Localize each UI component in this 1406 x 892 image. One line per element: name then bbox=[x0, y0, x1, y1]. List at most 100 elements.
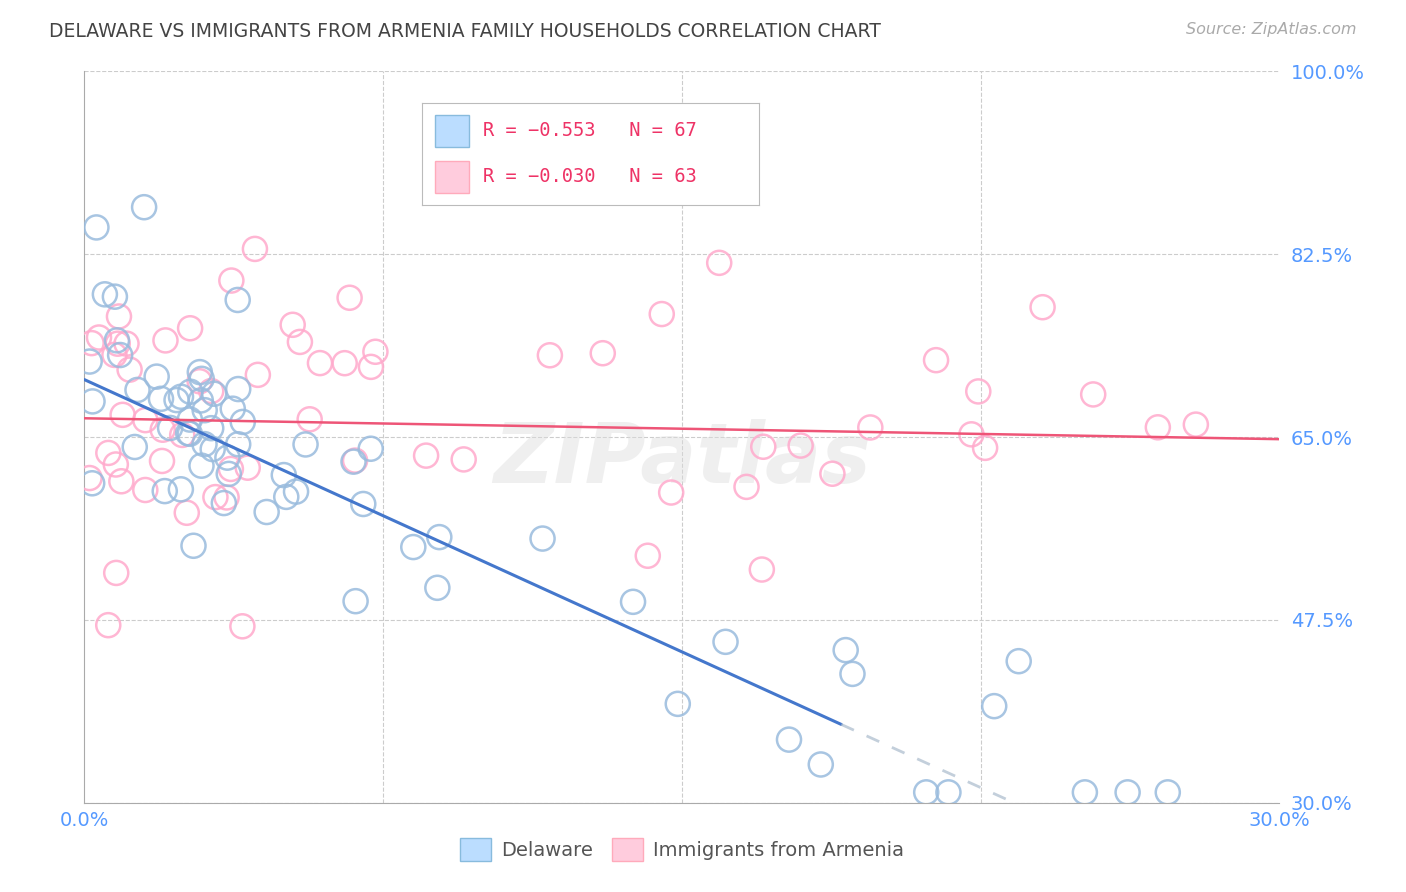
Point bbox=[344, 453, 367, 467]
Point bbox=[200, 384, 222, 398]
Point bbox=[1147, 420, 1170, 434]
Point bbox=[841, 666, 863, 681]
Point bbox=[145, 369, 167, 384]
Point bbox=[246, 368, 269, 382]
Point bbox=[179, 426, 201, 441]
Point bbox=[256, 505, 278, 519]
Point bbox=[402, 540, 425, 554]
Point bbox=[86, 220, 108, 235]
Point bbox=[236, 460, 259, 475]
Point bbox=[190, 393, 212, 408]
Point bbox=[188, 365, 211, 379]
Point bbox=[538, 348, 561, 362]
Point bbox=[651, 307, 673, 321]
Text: R = −0.553   N = 67: R = −0.553 N = 67 bbox=[482, 121, 696, 140]
Point bbox=[659, 485, 682, 500]
Text: ZIPatlas: ZIPatlas bbox=[494, 418, 870, 500]
Point bbox=[215, 491, 238, 505]
Point bbox=[231, 619, 253, 633]
Point bbox=[201, 442, 224, 456]
Point bbox=[960, 427, 983, 442]
Point bbox=[118, 362, 141, 376]
Point bbox=[751, 562, 773, 576]
Point bbox=[193, 437, 215, 451]
Point bbox=[108, 310, 131, 324]
Point bbox=[1185, 417, 1208, 432]
Point bbox=[150, 392, 173, 406]
Point bbox=[709, 256, 731, 270]
Point bbox=[159, 421, 181, 435]
Text: DELAWARE VS IMMIGRANTS FROM ARMENIA FAMILY HOUSEHOLDS CORRELATION CHART: DELAWARE VS IMMIGRANTS FROM ARMENIA FAMI… bbox=[49, 22, 882, 41]
Point bbox=[298, 412, 321, 426]
Point bbox=[778, 732, 800, 747]
Point bbox=[183, 539, 205, 553]
Point bbox=[1008, 654, 1031, 668]
Point bbox=[714, 635, 737, 649]
Point bbox=[821, 467, 844, 481]
Point bbox=[221, 274, 243, 288]
Point bbox=[352, 497, 374, 511]
Point bbox=[752, 440, 775, 454]
Point bbox=[309, 356, 332, 370]
Point bbox=[153, 484, 176, 499]
Point bbox=[179, 321, 201, 335]
Point bbox=[179, 384, 201, 399]
Point bbox=[150, 454, 173, 468]
Point bbox=[1074, 785, 1097, 799]
Point bbox=[134, 413, 156, 427]
Point bbox=[735, 480, 758, 494]
Point bbox=[103, 348, 125, 362]
Point bbox=[938, 785, 960, 799]
Point bbox=[176, 506, 198, 520]
Point bbox=[333, 356, 356, 370]
Point bbox=[222, 401, 245, 416]
Point bbox=[281, 318, 304, 332]
Point bbox=[194, 403, 217, 417]
Point bbox=[212, 496, 235, 510]
Point bbox=[426, 581, 449, 595]
Point bbox=[364, 344, 387, 359]
Point bbox=[104, 458, 127, 472]
Point bbox=[453, 452, 475, 467]
Point bbox=[983, 699, 1005, 714]
Point bbox=[79, 354, 101, 368]
Point bbox=[105, 566, 128, 580]
Point bbox=[218, 467, 240, 481]
Point bbox=[226, 437, 249, 451]
Point bbox=[531, 532, 554, 546]
Point bbox=[294, 437, 316, 451]
Point bbox=[127, 383, 149, 397]
Point bbox=[82, 394, 104, 409]
Point bbox=[166, 393, 188, 408]
Bar bbox=[436, 115, 470, 146]
Point bbox=[1116, 785, 1139, 799]
Point bbox=[110, 475, 132, 489]
Point bbox=[104, 290, 127, 304]
Point bbox=[108, 348, 131, 362]
Point bbox=[226, 293, 249, 307]
Point bbox=[273, 468, 295, 483]
Point bbox=[810, 757, 832, 772]
Point bbox=[80, 336, 103, 351]
Point bbox=[427, 530, 450, 544]
Point bbox=[915, 785, 938, 799]
Point bbox=[190, 372, 212, 386]
Bar bbox=[436, 161, 470, 193]
Point bbox=[339, 291, 361, 305]
Point bbox=[170, 390, 193, 404]
Point bbox=[152, 423, 174, 437]
Point bbox=[202, 386, 225, 401]
Point bbox=[179, 412, 201, 426]
Point bbox=[415, 449, 437, 463]
Point bbox=[124, 440, 146, 454]
Point bbox=[82, 476, 104, 491]
Legend: Delaware, Immigrants from Armenia: Delaware, Immigrants from Armenia bbox=[453, 830, 911, 869]
Point bbox=[105, 334, 128, 348]
Point bbox=[276, 490, 298, 504]
Point bbox=[111, 408, 134, 422]
Point bbox=[226, 382, 249, 396]
Point bbox=[94, 287, 117, 301]
Point bbox=[925, 353, 948, 368]
Point bbox=[87, 330, 110, 344]
Point bbox=[967, 384, 990, 399]
